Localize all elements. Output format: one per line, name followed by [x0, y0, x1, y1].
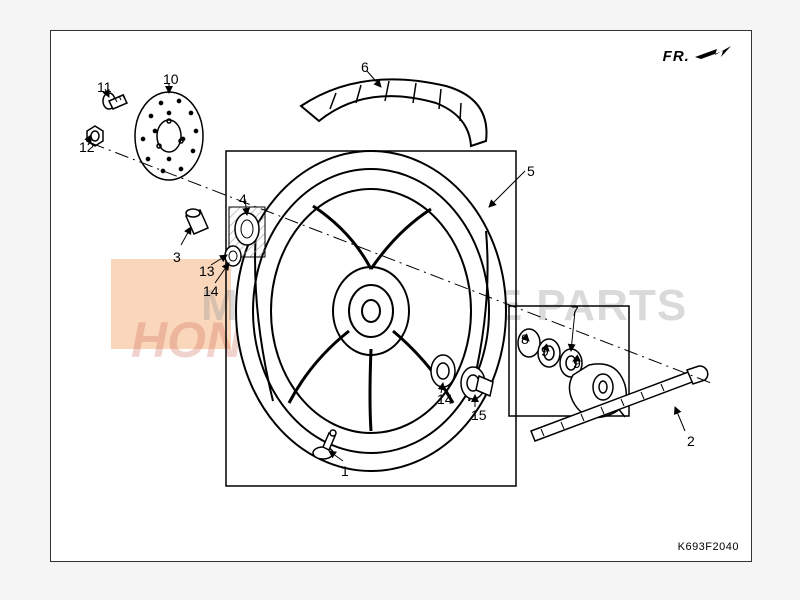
- callout-2: 2: [687, 433, 695, 449]
- callout-14: 14: [437, 391, 453, 407]
- callout-13: 13: [199, 263, 215, 279]
- diagram-code: K693F2040: [678, 541, 739, 553]
- part-seal-right: [431, 355, 455, 387]
- part-bearing-left: [225, 207, 265, 266]
- part-disc-bolt: [103, 93, 127, 109]
- callout-6: 6: [361, 59, 369, 75]
- callout-9: 9: [573, 355, 581, 371]
- part-tire: [301, 79, 487, 146]
- callout-8: 8: [521, 331, 529, 347]
- callout-5: 5: [527, 163, 535, 179]
- callout-11: 11: [97, 79, 112, 95]
- callout-12: 12: [79, 139, 95, 155]
- callout-10: 10: [163, 71, 179, 87]
- callout-7: 7: [571, 303, 579, 319]
- callout-1: 1: [341, 463, 349, 479]
- callout-14: 14: [203, 283, 219, 299]
- exploded-view-svg: [51, 31, 751, 561]
- callout-4: 4: [239, 191, 247, 207]
- callout-3: 3: [173, 249, 181, 265]
- callout-9: 9: [541, 343, 549, 359]
- part-wheel-rim: [236, 151, 506, 471]
- diagram-frame: FR. HONDA MOTORCYCLE PARTS: [50, 30, 752, 562]
- part-brake-disc: [135, 92, 203, 180]
- callout-15: 15: [471, 407, 487, 423]
